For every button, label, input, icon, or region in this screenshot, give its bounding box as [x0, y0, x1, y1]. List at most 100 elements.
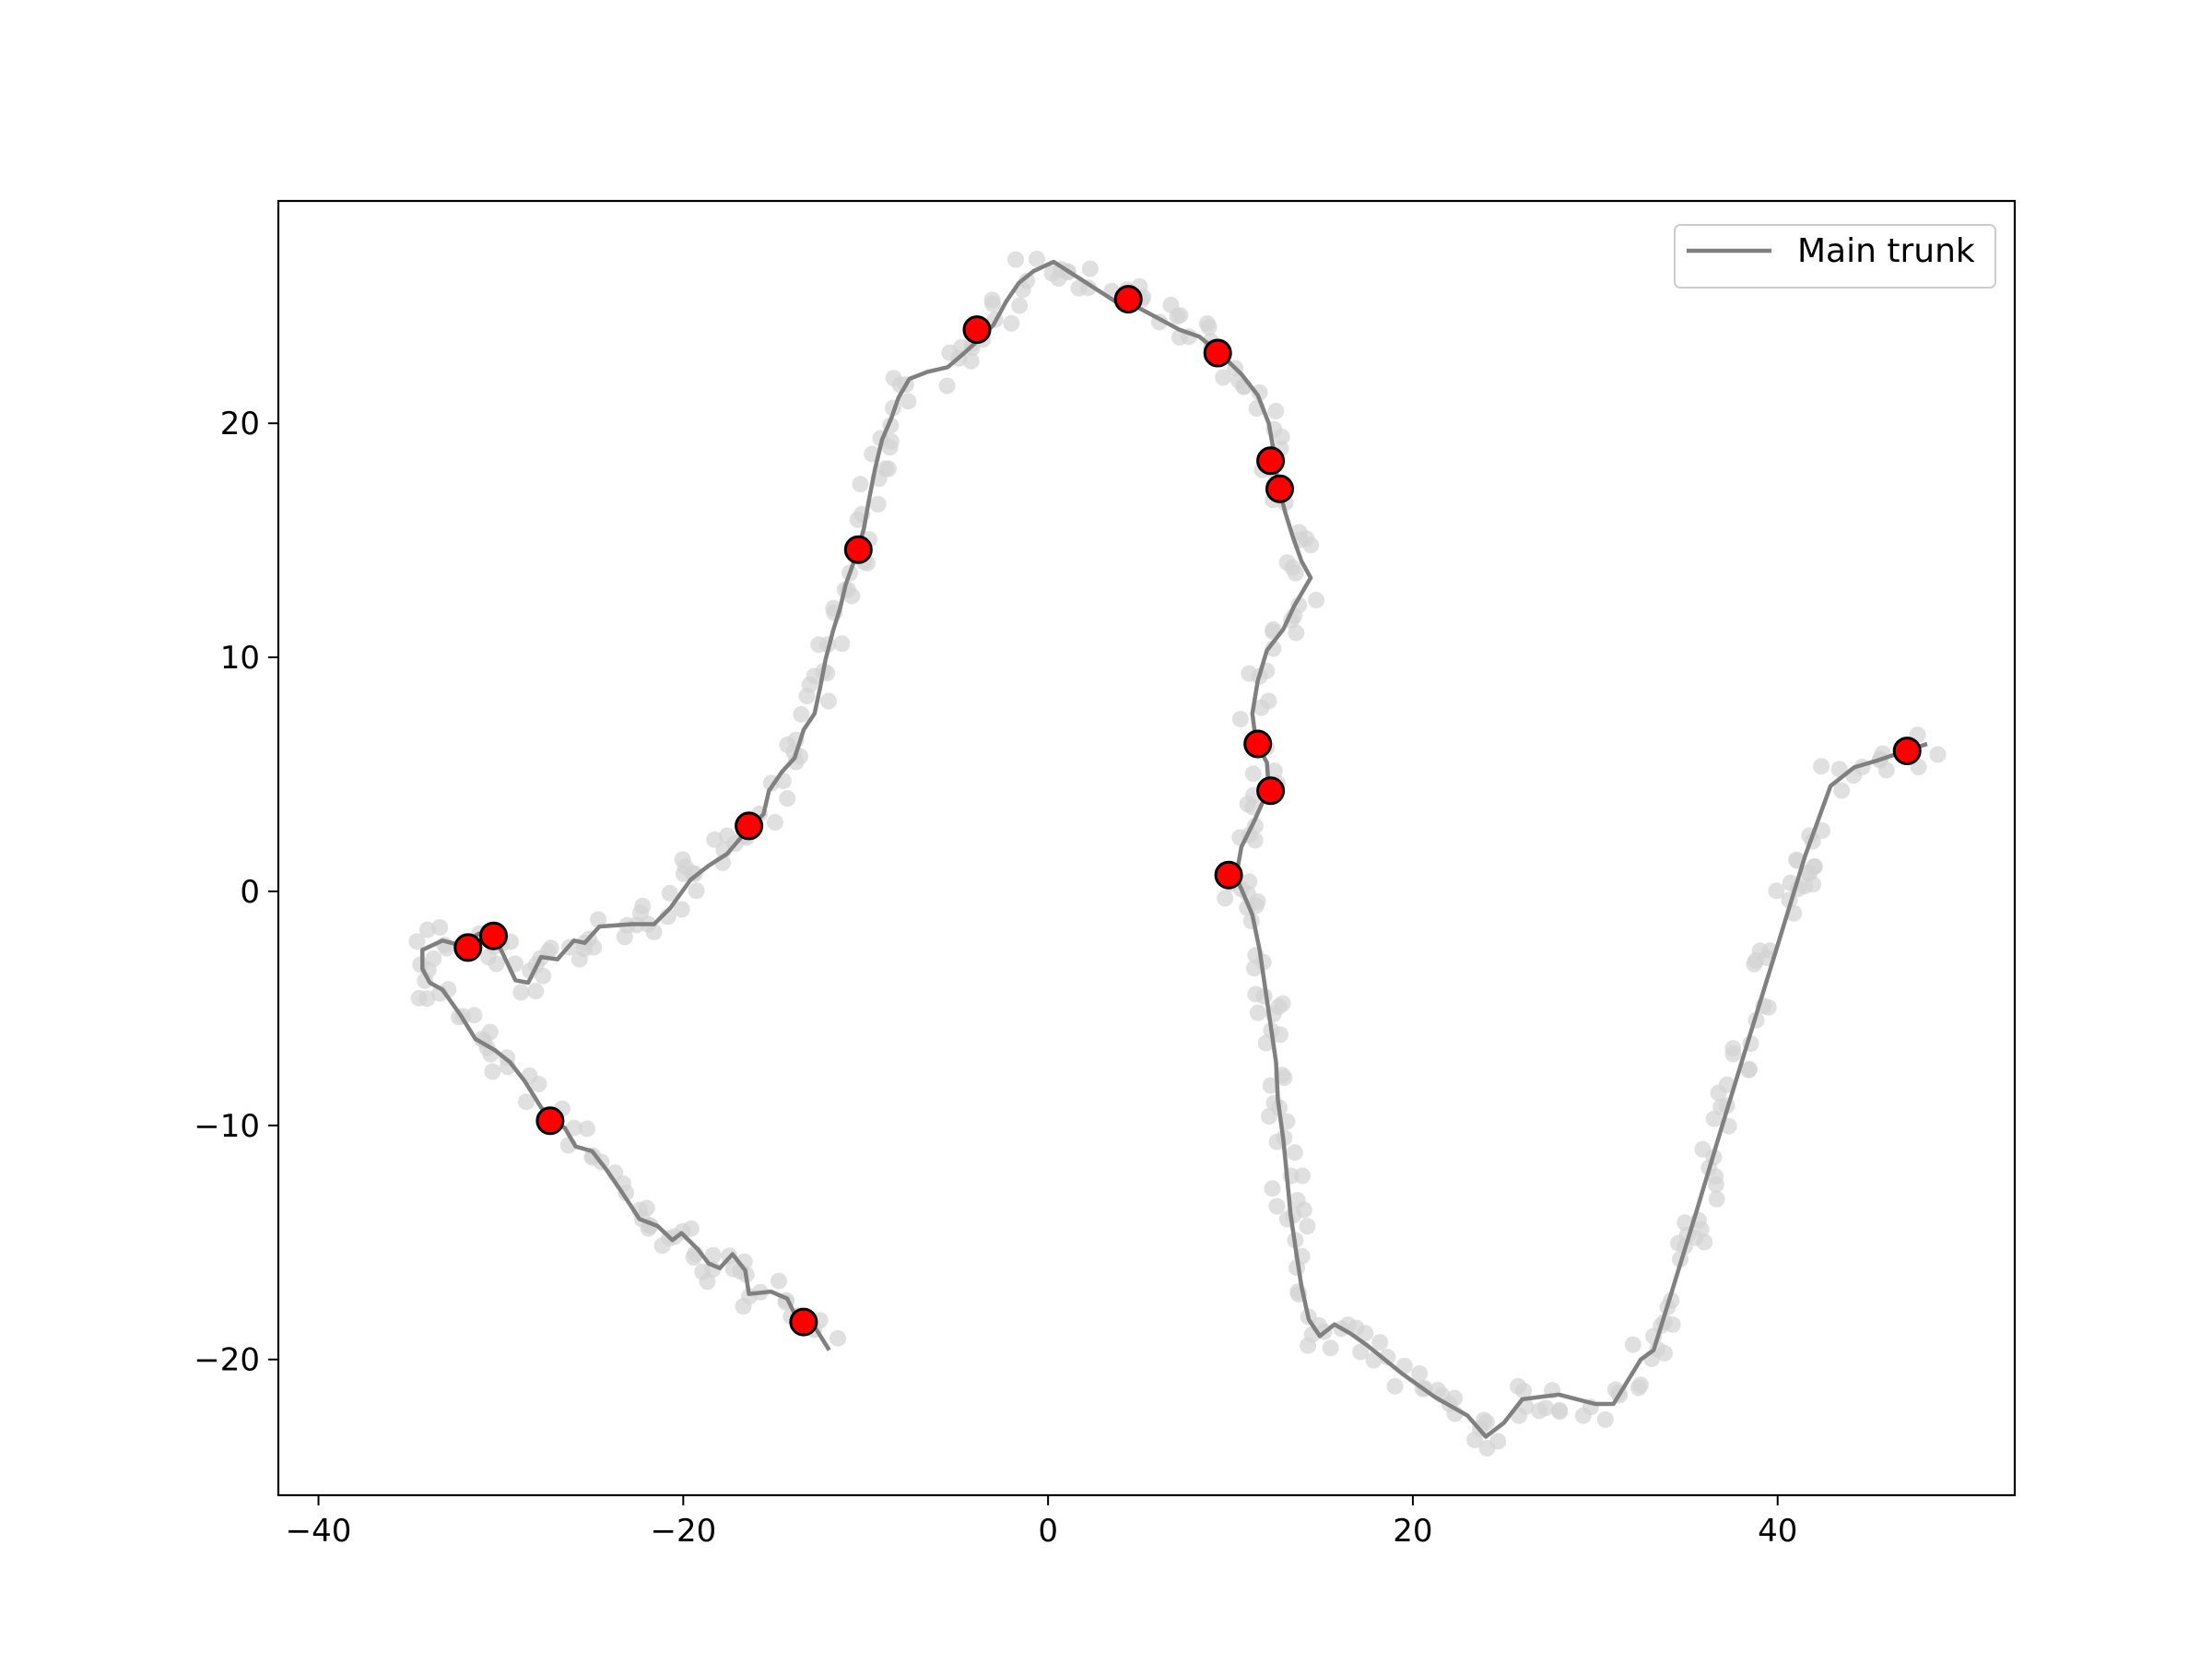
- background-point: [590, 911, 607, 928]
- highlight-point: [1265, 474, 1294, 503]
- highlight-point: [735, 811, 764, 841]
- highlight-point: [1892, 737, 1922, 766]
- background-point: [1446, 1389, 1464, 1407]
- background-point: [425, 950, 442, 967]
- background-point: [408, 933, 426, 950]
- background-point: [1308, 592, 1325, 608]
- background-point: [1929, 746, 1947, 763]
- background-point: [1251, 383, 1268, 401]
- background-point: [653, 1237, 671, 1255]
- background-point: [719, 827, 735, 844]
- background-point: [1253, 699, 1270, 716]
- background-point: [1029, 251, 1045, 267]
- highlight-point: [1243, 729, 1273, 759]
- background-point: [512, 984, 530, 1001]
- background-point: [542, 939, 559, 957]
- background-point: [1300, 1337, 1317, 1354]
- background-point: [735, 1298, 752, 1315]
- background-point: [1215, 369, 1232, 386]
- y-tick-label: −10: [194, 1108, 260, 1145]
- background-point: [1231, 711, 1249, 728]
- x-tick-label: 20: [1393, 1513, 1432, 1550]
- background-point: [801, 676, 818, 693]
- x-tick-label: 0: [1038, 1513, 1058, 1550]
- background-point: [1264, 1180, 1281, 1197]
- background-point: [1489, 1433, 1507, 1450]
- background-point: [1531, 1402, 1548, 1420]
- background-point: [962, 352, 980, 370]
- background-point: [1267, 402, 1285, 419]
- background-point: [852, 476, 869, 493]
- background-point: [1801, 865, 1818, 882]
- background-point: [1596, 1410, 1614, 1428]
- background-point: [833, 635, 851, 653]
- background-point: [1796, 878, 1813, 895]
- background-point: [1011, 297, 1029, 314]
- background-point: [1551, 1403, 1569, 1421]
- background-point: [518, 1093, 535, 1111]
- background-point: [418, 921, 436, 938]
- background-point: [1741, 1060, 1758, 1078]
- background-point: [1694, 1140, 1712, 1158]
- background-point: [682, 1220, 700, 1237]
- x-axis: −40 −20 0 20 40: [286, 1495, 1797, 1550]
- background-point: [645, 924, 663, 941]
- background-point: [1299, 1218, 1316, 1235]
- highlight-points-layer: [453, 285, 1922, 1337]
- background-point: [830, 1329, 847, 1347]
- background-point: [1249, 1004, 1266, 1021]
- background-point: [1746, 955, 1763, 973]
- background-point: [1631, 1376, 1649, 1394]
- background-point: [527, 983, 545, 1000]
- x-tick-label: 40: [1758, 1513, 1797, 1550]
- background-point: [1677, 1214, 1694, 1232]
- background-point: [984, 295, 1002, 313]
- background-point: [1286, 1144, 1303, 1162]
- background-point: [1768, 882, 1785, 900]
- highlight-point: [1113, 285, 1143, 314]
- x-tick-label: −20: [650, 1513, 716, 1550]
- background-point: [673, 901, 690, 918]
- background-point: [688, 882, 705, 900]
- background-point: [1268, 1197, 1286, 1215]
- background-point: [674, 851, 691, 868]
- highlight-point: [962, 315, 992, 345]
- background-point: [771, 1272, 787, 1290]
- y-axis: −20 −10 0 10 20: [194, 406, 278, 1379]
- background-point: [1294, 1167, 1312, 1185]
- background-points-layer: [408, 251, 1947, 1457]
- highlight-point: [1214, 860, 1243, 890]
- background-point: [1287, 564, 1304, 582]
- background-point: [1708, 1190, 1725, 1208]
- background-point: [1244, 765, 1262, 783]
- background-point: [1710, 1084, 1727, 1102]
- background-point: [724, 1260, 742, 1278]
- background-point: [1217, 890, 1234, 907]
- background-point: [1624, 1336, 1641, 1353]
- background-point: [1707, 1175, 1724, 1193]
- plot-frame: [276, 199, 2017, 1497]
- background-point: [1003, 314, 1020, 332]
- y-tick-label: 10: [220, 640, 260, 677]
- background-point: [480, 949, 497, 966]
- background-point: [704, 1246, 722, 1264]
- background-point: [810, 636, 828, 654]
- background-point: [820, 692, 837, 710]
- background-point: [1352, 1343, 1370, 1361]
- background-point: [1322, 1339, 1339, 1357]
- background-point: [1198, 315, 1216, 332]
- background-point: [579, 1120, 595, 1138]
- background-point: [1257, 1034, 1275, 1052]
- highlight-point: [535, 1106, 565, 1136]
- legend-label-main-trunk: Main trunk: [1797, 232, 1975, 270]
- highlight-point: [453, 933, 483, 962]
- background-point: [616, 928, 633, 946]
- background-point: [938, 377, 956, 395]
- highlight-point: [1256, 446, 1286, 476]
- background-point: [1298, 530, 1315, 548]
- highlight-point: [1203, 338, 1232, 368]
- highlight-point: [789, 1307, 818, 1337]
- background-point: [685, 1249, 702, 1266]
- background-point: [1288, 624, 1305, 642]
